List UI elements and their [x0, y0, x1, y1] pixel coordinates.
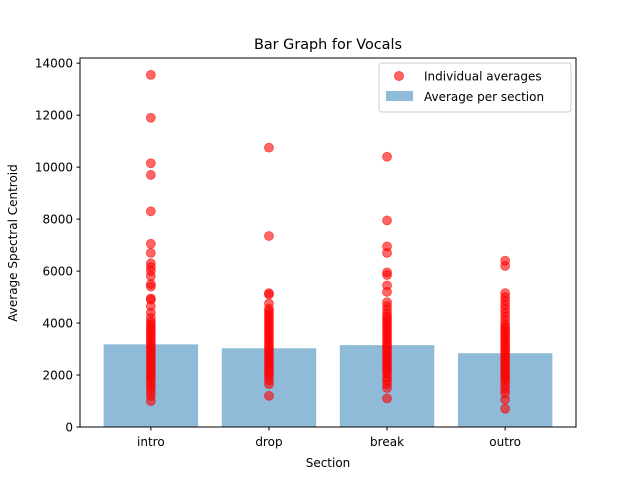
scatter-point-intro — [145, 238, 156, 249]
scatter-point-break — [382, 215, 392, 226]
bars — [103, 344, 553, 427]
legend-label-average: Average per section — [424, 90, 544, 104]
y-tick-label: 14000 — [35, 56, 73, 70]
scatter-point-intro — [145, 206, 156, 217]
scatter-point-break — [382, 393, 392, 404]
scatter-point-break — [382, 241, 392, 252]
scatter-point-outro — [500, 288, 511, 299]
scatter-point-intro — [145, 69, 156, 80]
legend-label-individual: Individual averages — [424, 70, 542, 84]
legend: Individual averages Average per section — [378, 62, 572, 113]
x-tick-label-outro: outro — [489, 435, 521, 449]
scatter-point-break — [382, 297, 392, 308]
scatter-point-break — [382, 267, 392, 278]
scatter-point-intro — [145, 293, 156, 304]
x-axis-label: Section — [306, 456, 351, 470]
scatter-points — [145, 69, 511, 414]
chart-title: Bar Graph for Vocals — [254, 37, 402, 53]
scatter-point-drop — [264, 298, 274, 309]
scatter-point-drop — [264, 390, 274, 401]
scatter-point-outro — [500, 403, 511, 414]
scatter-point-intro — [145, 258, 156, 269]
y-tick-label: 6000 — [42, 264, 73, 278]
y-tick-label: 12000 — [35, 108, 73, 122]
y-axis-ticks: 0 2000 4000 6000 8000 10000 12000 14000 — [35, 56, 80, 434]
scatter-point-drop — [264, 142, 274, 153]
legend-scatter-marker — [394, 71, 404, 81]
scatter-point-intro — [145, 112, 156, 123]
y-tick-label: 2000 — [42, 368, 73, 382]
y-tick-label: 10000 — [35, 160, 73, 174]
scatter-point-break — [382, 280, 392, 291]
y-tick-label: 0 — [65, 420, 73, 434]
legend-bar-swatch — [386, 91, 413, 101]
x-axis-ticks: intro drop break outro — [137, 427, 521, 449]
scatter-point-intro — [145, 158, 156, 169]
legend-frame — [378, 62, 572, 113]
scatter-point-intro — [145, 247, 156, 258]
scatter-point-break — [382, 151, 392, 162]
scatter-point-intro — [145, 170, 156, 180]
x-tick-label-intro: intro — [137, 435, 165, 449]
x-tick-label-break: break — [370, 435, 404, 449]
scatter-point-drop — [264, 288, 274, 299]
y-axis-label: Average Spectral Centroid — [6, 164, 20, 321]
scatter-point-outro — [500, 255, 511, 266]
x-tick-label-drop: drop — [255, 435, 282, 449]
y-tick-label: 8000 — [42, 212, 73, 226]
scatter-point-drop — [264, 231, 274, 241]
plot-frame — [79, 57, 577, 428]
y-tick-label: 4000 — [42, 316, 73, 330]
